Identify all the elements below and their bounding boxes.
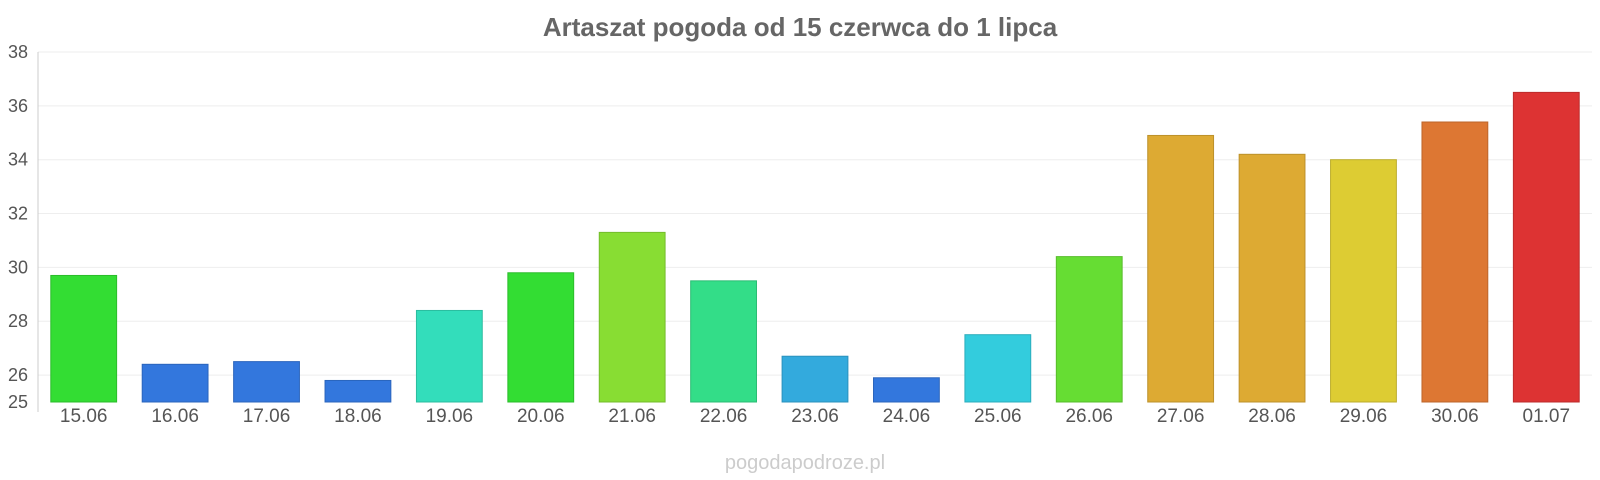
x-tick-label: 26.06 xyxy=(1065,406,1113,427)
x-tick-label: 15.06 xyxy=(60,406,108,427)
y-tick-label: 38 xyxy=(8,42,28,62)
bar-18.06 xyxy=(324,379,392,403)
bar-01.07 xyxy=(1512,91,1580,403)
x-tick-label: 19.06 xyxy=(426,406,474,427)
bar-29.06 xyxy=(1330,159,1397,403)
y-axis-ticks: 25 26 28 30 32 34 36 38 xyxy=(8,42,28,412)
bar-24.06 xyxy=(873,377,940,403)
watermark: pogodapodroze.pl xyxy=(725,452,885,474)
y-tick-label: 30 xyxy=(8,257,28,277)
bar-30.06 xyxy=(1421,121,1489,403)
bar-27.06 xyxy=(1147,134,1215,403)
x-tick-label: 28.06 xyxy=(1248,406,1296,427)
chart-title: Artaszat pogoda od 15 czerwca do 1 lipca xyxy=(543,12,1058,42)
x-tick-label: 29.06 xyxy=(1340,406,1388,427)
bar-15.06 xyxy=(50,274,118,403)
y-tick-label: 26 xyxy=(8,365,28,385)
y-tick-label: 32 xyxy=(8,204,28,224)
x-tick-label: 18.06 xyxy=(334,406,382,427)
bar-28.06 xyxy=(1238,153,1306,403)
bar-25.06 xyxy=(964,334,1032,403)
bar-22.06 xyxy=(690,280,757,403)
x-axis-labels: 15.06 16.06 17.06 18.06 19.06 20.06 21.06 22.06… xyxy=(60,406,1570,427)
bar-23.06 xyxy=(781,355,849,403)
grid-lines xyxy=(38,51,1592,376)
bars xyxy=(50,91,1580,403)
y-tick-label: 28 xyxy=(8,311,28,331)
x-tick-label: 17.06 xyxy=(243,406,291,427)
x-tick-label: 25.06 xyxy=(974,406,1022,427)
x-tick-label: 01.07 xyxy=(1523,406,1571,427)
bar-20.06 xyxy=(507,272,575,403)
x-tick-label: 16.06 xyxy=(151,406,199,427)
x-tick-label: 23.06 xyxy=(791,406,839,427)
bar-16.06 xyxy=(141,363,209,403)
bar-26.06 xyxy=(1055,256,1123,403)
x-tick-label: 20.06 xyxy=(517,406,565,427)
x-tick-label: 27.06 xyxy=(1157,406,1205,427)
x-tick-label: 30.06 xyxy=(1431,406,1479,427)
y-tick-label: 25 xyxy=(8,392,28,412)
bar-17.06 xyxy=(233,361,300,403)
y-tick-label: 34 xyxy=(8,150,28,170)
x-tick-label: 22.06 xyxy=(700,406,748,427)
bar-21.06 xyxy=(598,231,666,403)
x-tick-label: 21.06 xyxy=(608,406,656,427)
x-tick-label: 24.06 xyxy=(883,406,931,427)
bar-19.06 xyxy=(415,309,483,403)
y-tick-label: 36 xyxy=(8,96,28,116)
